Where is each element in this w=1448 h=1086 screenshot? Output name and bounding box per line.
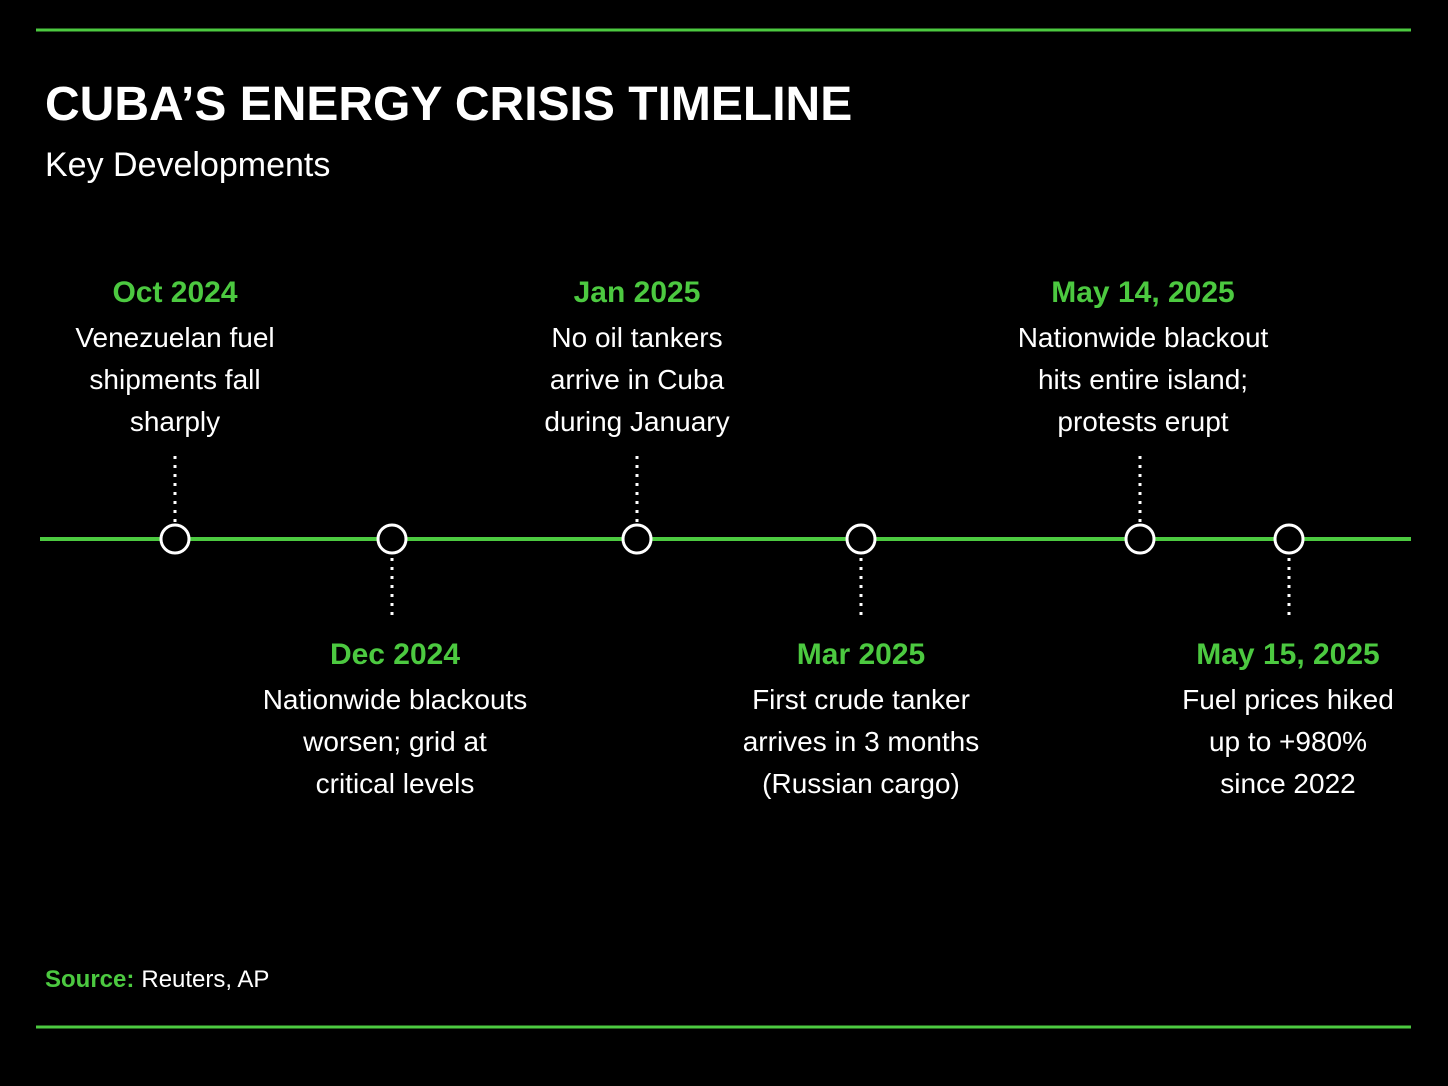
event-description: sharply: [130, 406, 220, 437]
source-label: Source:: [45, 966, 134, 993]
event-marker: [376, 523, 408, 555]
event-description: Venezuelan fuel: [75, 322, 274, 353]
subtitle: Key Developments: [45, 146, 330, 184]
event-description: shipments fall: [89, 364, 260, 395]
event-description: critical levels: [316, 768, 475, 799]
event-description: Nationwide blackout: [1018, 322, 1269, 353]
event-description: Fuel prices hiked: [1182, 684, 1394, 715]
event-description: up to +980%: [1209, 726, 1367, 757]
event-date: Mar 2025: [797, 638, 925, 671]
event-date: Jan 2025: [574, 276, 701, 309]
event-description: arrive in Cuba: [550, 364, 725, 395]
event-date: May 15, 2025: [1196, 638, 1379, 671]
source-text: Reuters, AP: [141, 966, 269, 993]
event-description: First crude tanker: [752, 684, 970, 715]
event-marker: [845, 523, 877, 555]
event-date: May 14, 2025: [1051, 276, 1234, 309]
event-description: hits entire island;: [1038, 364, 1248, 395]
title: CUBA’S ENERGY CRISIS TIMELINE: [45, 78, 852, 131]
event-description: arrives in 3 months: [743, 726, 980, 757]
event-description: Nationwide blackouts: [263, 684, 528, 715]
event-date: Oct 2024: [112, 276, 237, 309]
event-description: worsen; grid at: [302, 726, 487, 757]
event-date: Dec 2024: [330, 638, 460, 671]
event-description: (Russian cargo): [762, 768, 960, 799]
event-marker: [1124, 523, 1156, 555]
event-description: since 2022: [1220, 768, 1355, 799]
event-marker: [159, 523, 191, 555]
event-description: during January: [544, 406, 729, 437]
event-marker: [621, 523, 653, 555]
source: Source: Reuters, AP: [45, 966, 269, 993]
event-marker: [1273, 523, 1305, 555]
events: Oct 2024 Venezuelan fuel shipments fall sha…: [75, 276, 1393, 799]
event-description: No oil tankers: [551, 322, 722, 353]
event-description: protests erupt: [1057, 406, 1228, 437]
